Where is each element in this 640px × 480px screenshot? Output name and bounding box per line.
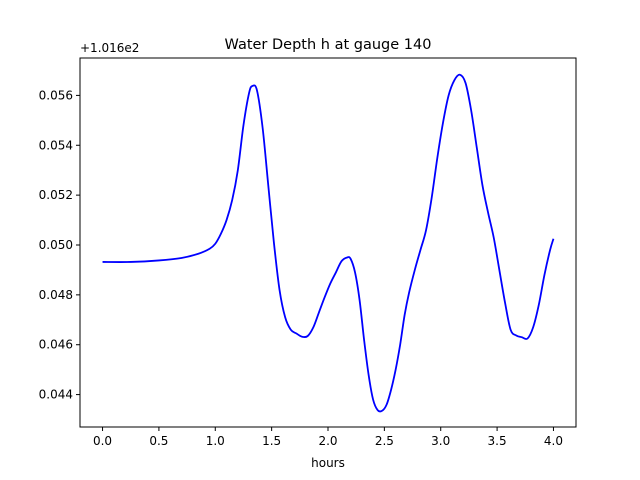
y-tick-label: 0.054 [39,138,73,152]
x-tick-label: 0.0 [93,434,112,448]
y-tick-label: 0.048 [39,288,73,302]
y-axis: 0.044 0.046 0.048 0.050 0.052 0.054 0.056 [39,88,80,402]
chart-title: Water Depth h at gauge 140 [225,37,432,53]
x-axis-label: hours [311,456,345,470]
x-tick-label: 3.0 [431,434,450,448]
x-tick-label: 4.0 [544,434,563,448]
x-tick-label: 1.5 [262,434,281,448]
y-tick-label: 0.052 [39,188,73,202]
x-tick-label: 2.5 [375,434,394,448]
x-tick-label: 3.5 [488,434,507,448]
series-line-0 [102,73,555,413]
y-offset-label: +1.016e2 [80,41,139,55]
x-tick-label: 0.5 [149,434,168,448]
y-tick-label: 0.044 [39,388,73,402]
x-axis: 0.0 0.5 1.0 1.5 2.0 2.5 3.0 3.5 4.0 [93,427,563,448]
y-tick-label: 0.046 [39,338,73,352]
plot-frame [79,57,577,428]
y-tick-label: 0.056 [39,88,73,102]
y-tick-label: 0.050 [39,238,73,252]
x-tick-label: 2.0 [318,434,337,448]
plot-area [102,73,555,413]
x-tick-label: 1.0 [206,434,225,448]
